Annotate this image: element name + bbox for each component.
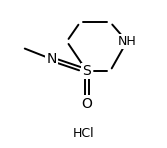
- Text: O: O: [81, 97, 92, 111]
- Text: HCl: HCl: [73, 127, 94, 140]
- Text: N: N: [47, 52, 57, 66]
- Text: S: S: [82, 64, 91, 78]
- Text: NH: NH: [118, 35, 136, 48]
